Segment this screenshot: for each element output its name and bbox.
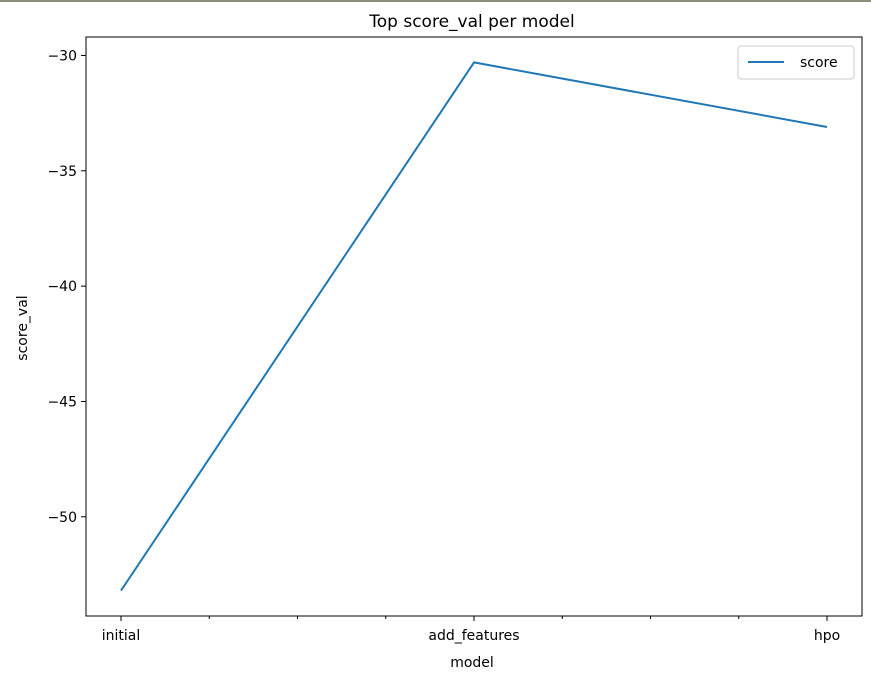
y-tick-label: −50 xyxy=(47,510,77,526)
legend-entry-score: score xyxy=(800,55,838,71)
window-top-border xyxy=(0,0,871,2)
y-tick-label: −40 xyxy=(47,279,77,295)
x-tick-label: hpo xyxy=(814,628,840,644)
legend: score xyxy=(737,45,855,80)
x-axis-label: model xyxy=(450,655,494,671)
y-axis-label: score_val xyxy=(15,295,31,360)
x-tick-label: initial xyxy=(102,628,141,644)
axes-frame xyxy=(85,36,863,617)
y-tick-label: −35 xyxy=(47,164,77,180)
legend-box xyxy=(737,45,855,80)
plot-area: −30 −35 −40 −45 −50 initial add_features hpo xyxy=(47,36,863,644)
y-tick-label: −45 xyxy=(47,394,77,410)
y-tick-label: −30 xyxy=(47,48,77,64)
x-tick-label: add_features xyxy=(428,628,519,644)
series-line-score xyxy=(120,61,828,592)
chart-title: Top score_val per model xyxy=(368,12,574,32)
